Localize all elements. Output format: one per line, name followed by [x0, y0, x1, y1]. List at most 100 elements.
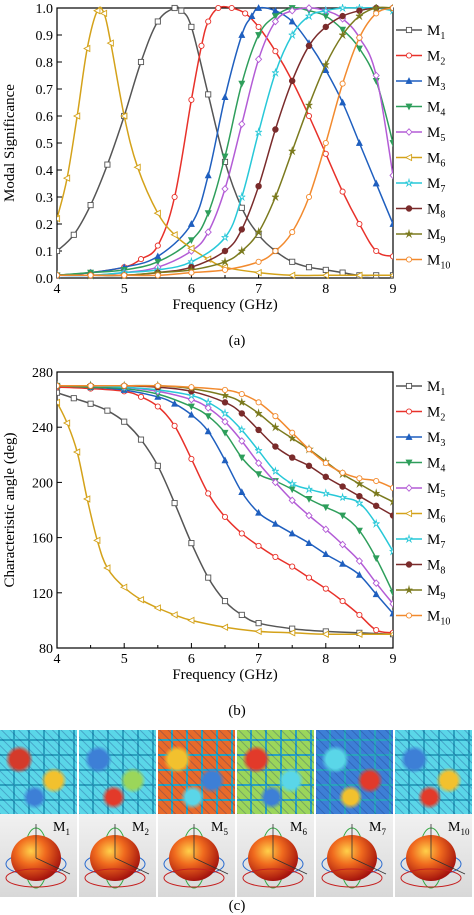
radiation-pattern-row: M1 M2 M5 M6 M7 M10	[0, 814, 474, 897]
data-point	[221, 185, 229, 193]
data-point	[271, 17, 280, 26]
x-tick-label: 9	[390, 652, 397, 667]
data-point	[72, 448, 81, 456]
data-point	[171, 4, 178, 12]
data-point	[57, 247, 61, 255]
data-point	[389, 4, 393, 12]
data-point	[271, 422, 280, 432]
x-tick-label: 6	[188, 652, 195, 667]
data-point	[288, 29, 296, 40]
data-point	[389, 171, 393, 180]
data-point	[289, 229, 296, 236]
data-point	[204, 171, 212, 179]
mode-label: M5	[211, 820, 228, 837]
legend-item: M7	[396, 532, 445, 551]
mode-label: M6	[290, 820, 307, 837]
data-point	[104, 161, 111, 168]
caption-c: (c)	[228, 898, 246, 914]
data-point	[248, 12, 256, 20]
data-point	[288, 271, 296, 280]
data-point	[204, 427, 212, 435]
data-point	[238, 245, 246, 256]
data-point	[221, 513, 229, 520]
data-point	[120, 112, 128, 120]
radiation-pattern-3d: M2	[79, 814, 158, 897]
series-m1	[57, 389, 393, 638]
data-point	[305, 484, 313, 494]
y-tick-label: 0.2	[36, 218, 54, 233]
data-point	[221, 456, 229, 464]
data-point	[238, 391, 245, 398]
data-point	[389, 609, 393, 617]
legend-item: M4	[396, 100, 445, 119]
y-tick-label: 0.5	[36, 137, 54, 152]
data-point	[93, 6, 101, 15]
legend-label: M1	[427, 379, 445, 398]
y-tick-label: 0.9	[36, 29, 54, 44]
data-point	[355, 10, 364, 21]
data-point	[289, 77, 296, 85]
data-point	[171, 500, 178, 507]
data-point	[389, 220, 393, 227]
legend-marker	[405, 228, 413, 239]
data-point	[305, 10, 313, 21]
data-point	[62, 419, 71, 427]
data-point	[238, 437, 246, 445]
data-point	[255, 399, 262, 406]
data-point	[272, 413, 279, 420]
data-point	[339, 269, 346, 276]
data-point	[221, 232, 229, 242]
data-point	[70, 395, 77, 402]
y-tick-label: 0.4	[36, 164, 54, 179]
legend-label: M5	[427, 125, 445, 144]
data-point	[221, 598, 229, 605]
legend-label: M3	[427, 430, 445, 449]
chart-a: 4 5 6 7 8 9 0.0 0.1 0.2 0.3 0.4 0.5 0.6 0.7 0.8 0.9 1.0 F…	[2, 2, 450, 313]
data-point	[271, 67, 280, 77]
data-point	[254, 268, 262, 277]
data-point	[221, 417, 229, 426]
data-point	[198, 42, 205, 49]
data-point	[221, 399, 229, 406]
data-point	[322, 59, 330, 69]
data-point	[238, 31, 246, 38]
data-point	[272, 247, 279, 255]
current-and-radiation-panel: M1 M2 M5 M6 M7 M10	[0, 730, 474, 897]
data-point	[339, 483, 346, 490]
radiation-lobe-icon	[242, 824, 308, 889]
data-point	[272, 553, 279, 560]
data-point	[121, 382, 128, 389]
data-point	[188, 269, 195, 276]
data-point	[288, 629, 296, 637]
data-point	[255, 508, 263, 516]
data-point	[238, 424, 246, 434]
data-point	[187, 403, 195, 411]
data-point	[388, 273, 393, 278]
data-point	[271, 466, 280, 475]
legend-marker	[405, 533, 413, 544]
series-layer	[57, 380, 393, 638]
data-point	[187, 237, 195, 245]
data-point	[204, 228, 212, 236]
data-point	[187, 410, 195, 418]
data-point	[187, 616, 195, 625]
data-point	[355, 527, 363, 535]
data-point	[187, 220, 195, 227]
data-point	[305, 462, 313, 470]
data-point	[356, 611, 363, 618]
surface-current-map	[316, 730, 395, 814]
data-point	[272, 48, 279, 55]
mode-label: M10	[448, 820, 470, 837]
radiation-lobe-icon	[84, 824, 150, 889]
data-point	[57, 398, 61, 407]
data-point	[356, 475, 363, 482]
legend-marker	[404, 153, 413, 162]
legend-label: M9	[427, 227, 445, 246]
data-point	[338, 29, 347, 40]
data-point	[221, 93, 229, 100]
data-point	[373, 247, 380, 255]
radiation-pattern-3d: M10	[395, 814, 474, 897]
data-point	[121, 272, 128, 279]
data-point	[338, 540, 347, 549]
data-point	[238, 120, 246, 128]
